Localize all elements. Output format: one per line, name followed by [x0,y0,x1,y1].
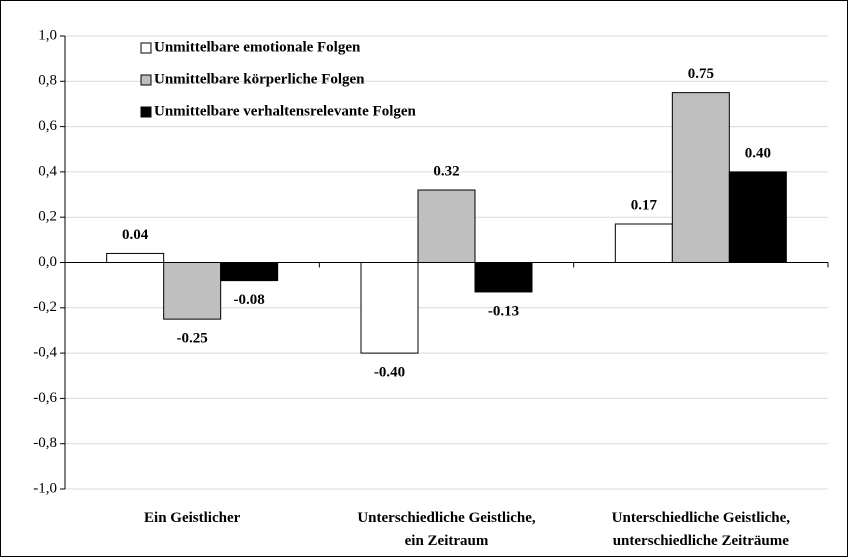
value-label: -0.40 [374,365,405,381]
legend-label: Unmittelbare emotionale Folgen [154,39,361,55]
value-label: 0.40 [745,145,771,161]
y-tick-label: 0,8 [38,73,57,89]
y-tick-label: 1,0 [38,27,57,43]
y-tick-label: 0,6 [38,118,57,134]
y-tick-label: -0,6 [33,390,57,406]
bar [614,223,673,263]
legend-label: Unmittelbare verhaltensrelevante Folgen [154,103,417,119]
value-label: 0.04 [122,227,149,243]
x-tick-label-line: ein Zeitraum [405,533,489,549]
bar [671,92,730,263]
legend-swatch [140,74,152,86]
y-tick-label: -0,2 [33,299,57,315]
legend-label: Unmittelbare körperliche Folgen [154,71,365,87]
x-tick-label-line: Ein Geistlicher [144,510,241,526]
value-label: -0.08 [234,292,265,308]
legend-swatch [140,106,152,118]
y-tick-label: 0,4 [38,163,57,179]
y-tick-label: -0,8 [33,435,57,451]
bar [728,171,787,263]
x-tick-label-line: unterschiedliche Zeiträume [613,533,790,549]
bar [417,189,476,264]
legend-swatch [140,42,152,54]
x-tick-label: Unterschiedliche Geistliche, unterschiedl… [612,510,791,549]
bar [106,252,165,264]
y-tick-label: -0,4 [33,345,57,361]
x-tick-label: Ein Geistlicher [144,510,241,526]
value-label: 0.75 [688,66,714,82]
value-label: -0.13 [488,303,519,319]
y-tick-label: 0,2 [38,209,57,225]
value-label: 0.17 [631,197,658,213]
bar [163,262,222,320]
bar [220,262,279,282]
y-tick-label: 0,0 [38,254,57,270]
value-label: -0.25 [177,331,208,347]
x-tick-label-line: Unterschiedliche Geistliche, [357,510,536,526]
x-tick-label: Unterschiedliche Geistliche, ein Zeitraum [357,510,536,549]
x-tick-label-line: Unterschiedliche Geistliche, [612,510,791,526]
value-label: 0.32 [433,163,459,179]
bar [474,262,533,293]
y-tick-label: -1,0 [33,480,57,496]
bar [360,262,419,354]
